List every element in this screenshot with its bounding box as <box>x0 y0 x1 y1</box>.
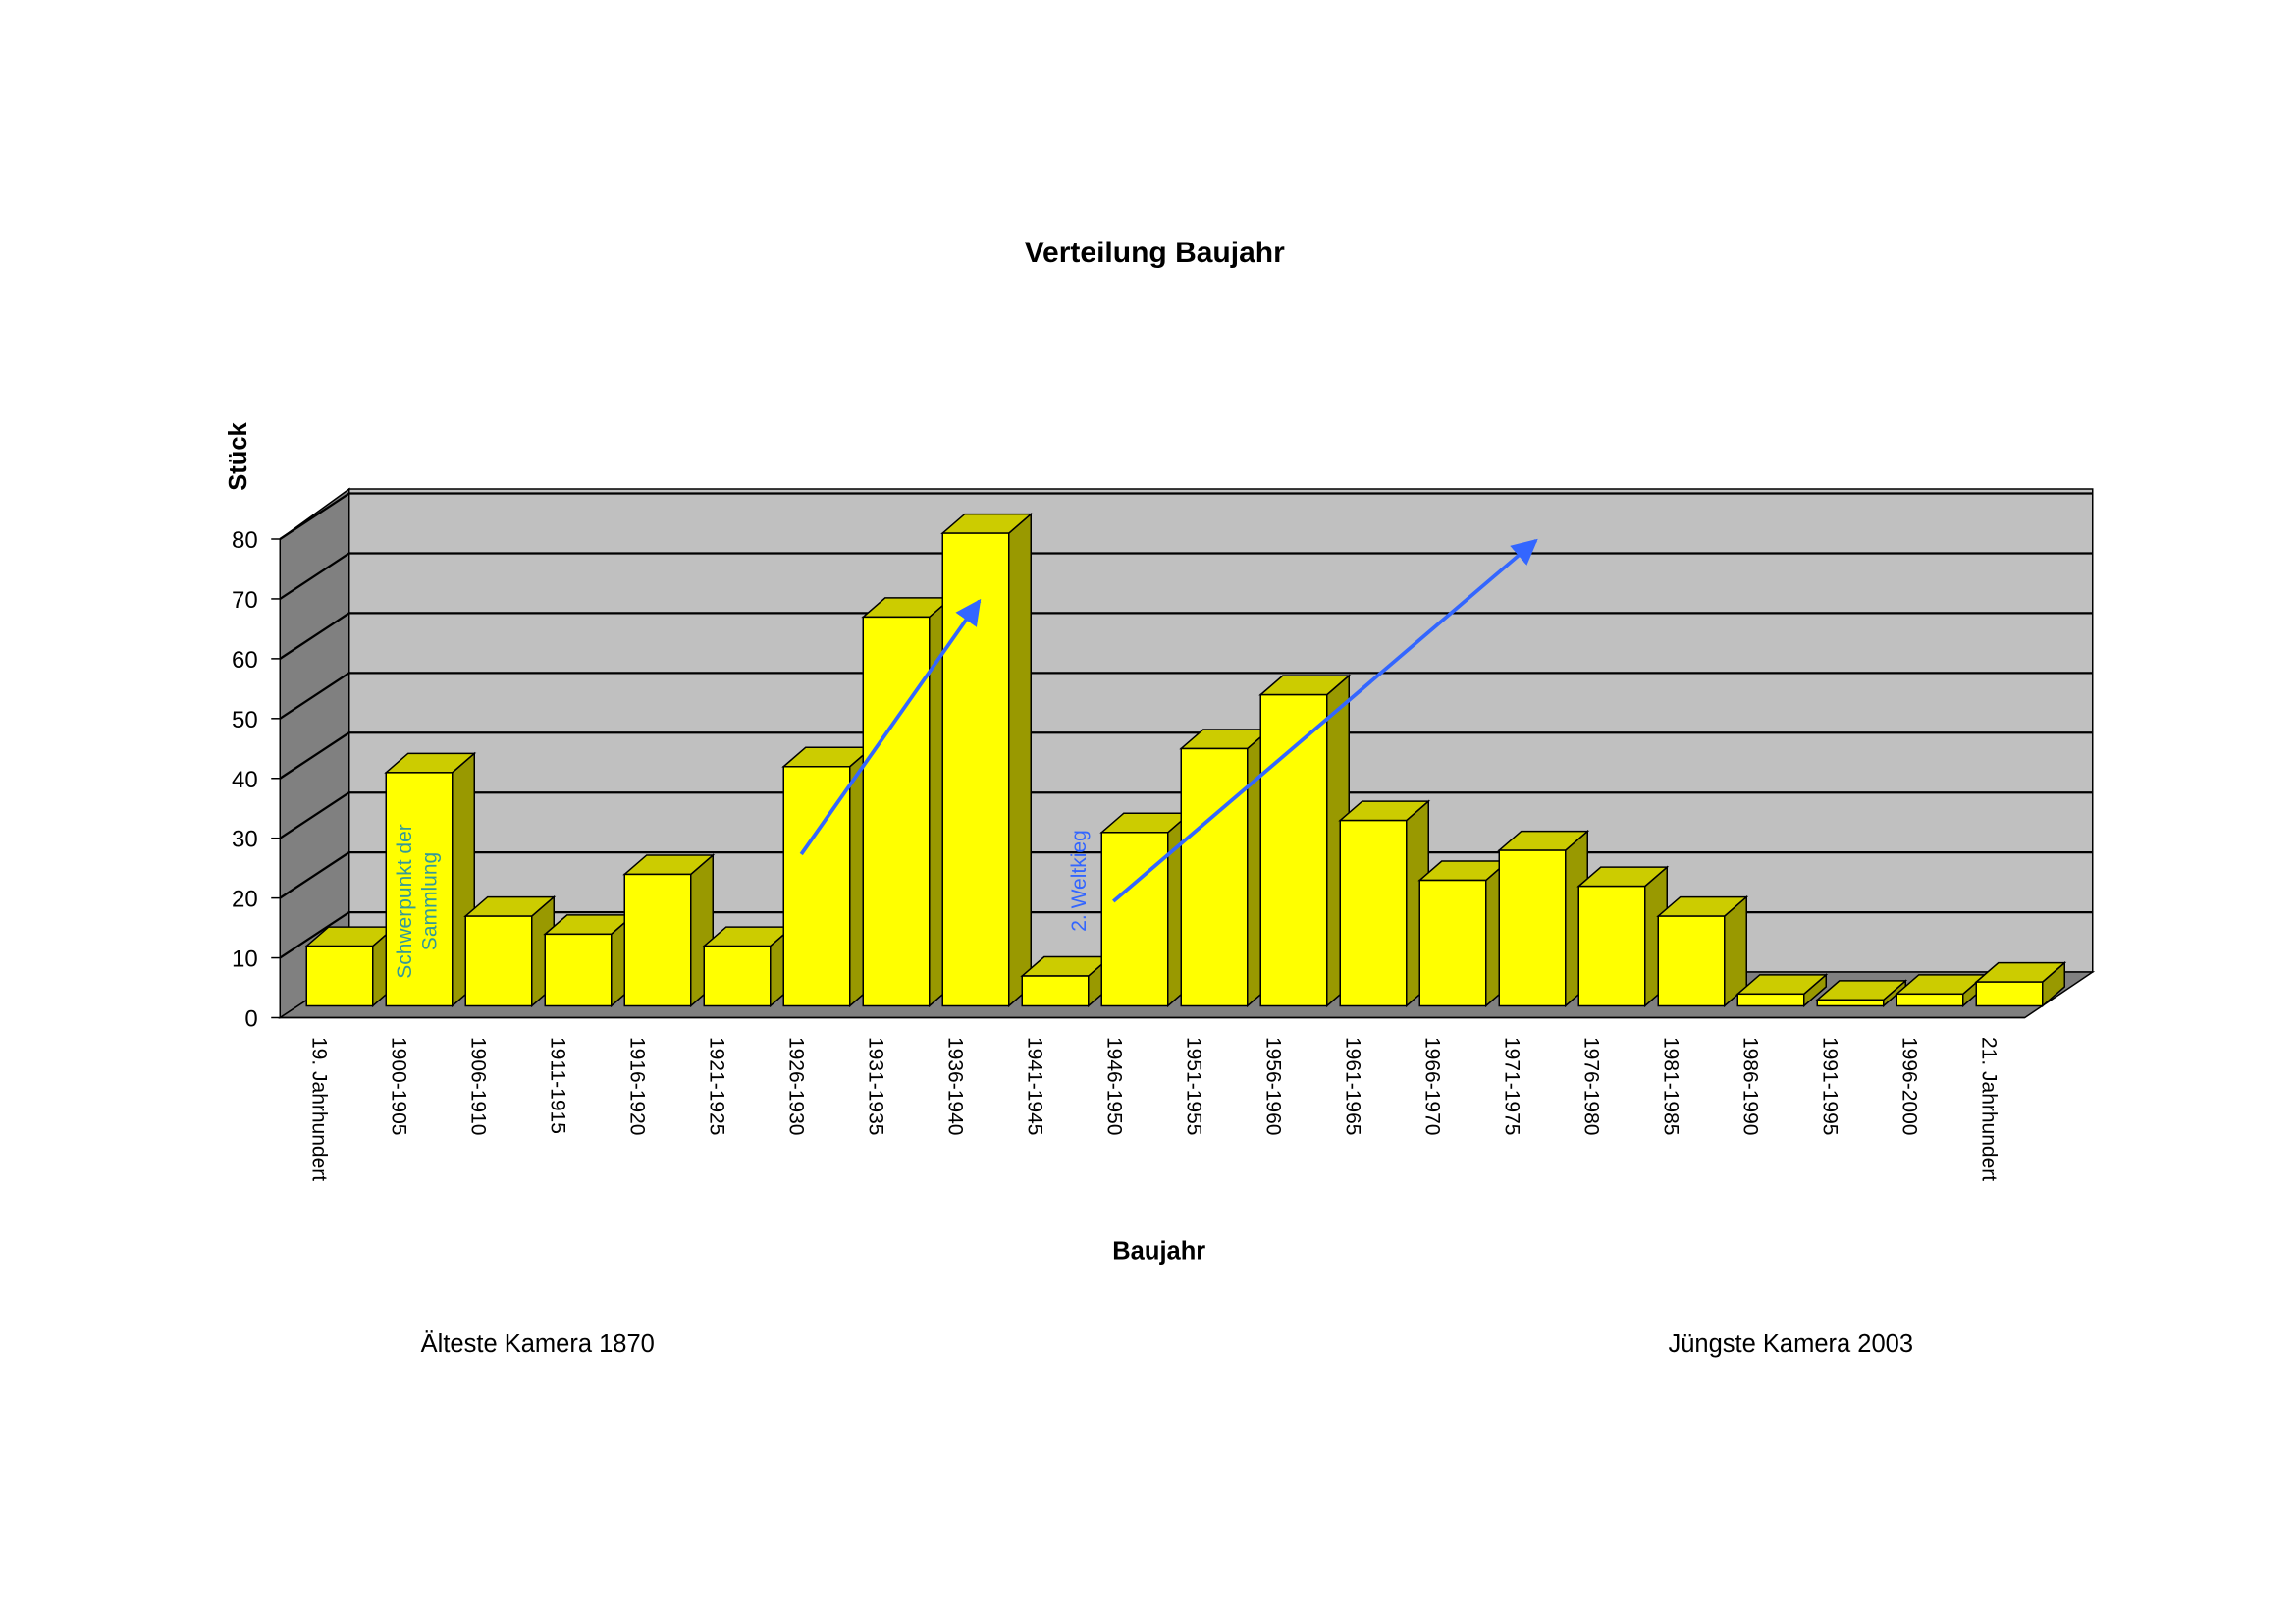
bar <box>702 925 795 1008</box>
y-tick-label: 20 <box>232 887 258 913</box>
bar-front <box>1577 885 1646 1007</box>
bar <box>543 913 636 1008</box>
bar-front <box>1736 993 1805 1007</box>
bar-front <box>464 915 533 1007</box>
x-tick-label: 1906-1910 <box>466 1037 489 1135</box>
y-axis-title: Stück <box>225 421 252 490</box>
bar-front <box>1896 993 1964 1007</box>
bar-front <box>703 945 772 1007</box>
annotation: Sammlung <box>418 852 441 950</box>
bar <box>1258 674 1352 1008</box>
grid-line <box>279 492 350 540</box>
bar <box>1020 954 1113 1008</box>
x-tick-label: 1931-1935 <box>864 1037 886 1135</box>
bar-front <box>623 873 692 1007</box>
x-tick-label: 1916-1920 <box>625 1037 648 1135</box>
bar <box>622 853 716 1008</box>
bar <box>1656 894 1749 1008</box>
x-tick-label: 1926-1930 <box>784 1037 807 1135</box>
bar-front <box>385 772 454 1007</box>
grid-line <box>279 851 350 899</box>
x-tick-label: 1941-1945 <box>1023 1037 1045 1135</box>
x-tick-label: 1961-1965 <box>1341 1037 1363 1135</box>
arrow <box>1112 538 1538 903</box>
chart-title: Verteilung Baujahr <box>1025 237 1285 269</box>
bar <box>781 745 875 1008</box>
x-tick-label: 1986-1990 <box>1738 1037 1761 1135</box>
y-tick-label: 10 <box>232 947 258 973</box>
bar <box>1974 960 2067 1008</box>
bar <box>1179 728 1272 1008</box>
x-tick-label: 1946-1950 <box>1102 1037 1125 1135</box>
bar-front <box>862 616 931 1007</box>
grid-line <box>279 552 350 600</box>
arrow <box>799 598 982 856</box>
bar-front <box>1021 975 1090 1007</box>
grid-line <box>279 672 350 720</box>
bar-front <box>782 766 851 1007</box>
y-tick-label: 80 <box>232 527 258 554</box>
bar <box>1417 859 1511 1008</box>
bar <box>1497 829 1590 1008</box>
y-tick-label: 0 <box>244 1006 257 1033</box>
bar <box>940 512 1034 1008</box>
grid: 0 10 20 30 40 50 60 70 80 19. Jahrhundert 1900-190… <box>232 492 2093 1181</box>
x-tick-label: 1900-1905 <box>387 1037 409 1135</box>
annotation: Schwerpunkt der <box>394 824 416 979</box>
y-tick-label: 50 <box>232 707 258 733</box>
y-tick-label: 70 <box>232 587 258 614</box>
bar-front <box>1816 999 1885 1007</box>
bar-front <box>1657 915 1726 1007</box>
bar-front <box>305 945 374 1007</box>
x-tick-label: 1936-1940 <box>943 1037 966 1135</box>
bar <box>1735 973 1829 1008</box>
bar-front <box>1100 832 1169 1007</box>
bar-front <box>1180 747 1249 1007</box>
x-tick-label: 1996-2000 <box>1897 1037 1920 1135</box>
bar-front <box>1975 981 2044 1007</box>
x-tick-label: 1966-1970 <box>1420 1037 1443 1135</box>
bar-front <box>1498 849 1567 1007</box>
grid-line <box>279 791 350 839</box>
x-tick-label: 1956-1960 <box>1261 1037 1284 1135</box>
bar <box>1895 973 1988 1008</box>
x-axis-title: Baujahr <box>1112 1238 1205 1266</box>
x-tick-label: 1976-1980 <box>1579 1037 1602 1135</box>
x-tick-label: 1921-1925 <box>705 1037 727 1135</box>
annotations: Schwerpunkt der Sammlung 2. Weltkieg <box>394 824 1091 979</box>
grid-line <box>279 612 350 660</box>
note: Älteste Kamera 1870 <box>421 1330 655 1358</box>
x-tick-label: 19. Jahrhundert <box>307 1037 330 1181</box>
bar-front <box>1259 693 1328 1007</box>
bar-front <box>1418 879 1487 1007</box>
bar <box>304 925 398 1008</box>
y-tick-label: 60 <box>232 647 258 674</box>
bar-side <box>1008 512 1032 1008</box>
y-tick-label: 30 <box>232 827 258 853</box>
annotation: 2. Weltkieg <box>1068 830 1091 932</box>
y-tick-label: 40 <box>232 767 258 793</box>
bar <box>1338 799 1431 1008</box>
bar-front <box>544 933 613 1007</box>
bars <box>304 512 2067 1008</box>
x-tick-label: 21. Jahrhundert <box>1977 1037 2000 1181</box>
bar <box>1576 865 1670 1008</box>
x-tick-label: 1911-1915 <box>546 1037 568 1134</box>
x-tick-label: 1991-1995 <box>1818 1037 1841 1135</box>
bar-front <box>1339 819 1408 1007</box>
x-tick-label: 1951-1955 <box>1182 1037 1204 1135</box>
x-tick-label: 1981-1985 <box>1659 1037 1682 1135</box>
note: Jüngste Kamera 2003 <box>1669 1330 1914 1358</box>
grid-line <box>279 731 350 780</box>
x-tick-label: 1971-1975 <box>1500 1037 1522 1135</box>
grid-line <box>279 911 350 959</box>
bar <box>463 894 557 1008</box>
bar <box>1099 811 1193 1008</box>
